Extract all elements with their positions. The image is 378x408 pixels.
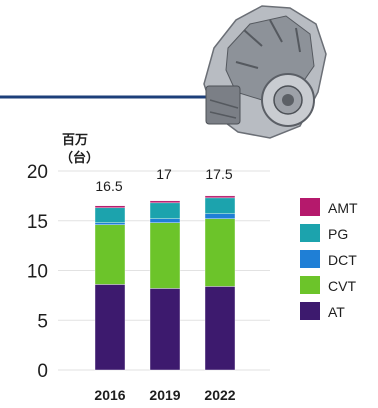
- bar-stack-2019: [149, 200, 181, 371]
- legend-item-cvt: CVT: [300, 276, 356, 294]
- legend-item-amt: AMT: [300, 198, 358, 216]
- stacked-bars: [94, 195, 236, 371]
- x-tick-label: 2016: [94, 387, 125, 403]
- bar-segment-pg-2019: [149, 202, 181, 219]
- legend-item-pg: PG: [300, 224, 348, 242]
- legend-swatch: [300, 276, 320, 294]
- bar-segment-amt-2019: [149, 200, 181, 204]
- bar-segment-dct-2022: [204, 213, 236, 219]
- bar-segment-amt-2022: [204, 195, 236, 199]
- bar-segment-pg-2016: [94, 207, 126, 223]
- y-tick-label: 10: [27, 262, 48, 283]
- bar-segment-pg-2022: [204, 197, 236, 214]
- y-tick-label: 0: [37, 361, 48, 382]
- x-tick-label: 2022: [204, 387, 235, 403]
- bar-segment-cvt-2019: [149, 222, 181, 289]
- legend-label: CVT: [328, 278, 356, 294]
- legend-label: AMT: [328, 200, 358, 216]
- legend-label: DCT: [328, 252, 357, 268]
- bar-segment-amt-2016: [94, 205, 126, 209]
- x-axis-ticks: 2016 2019 2022: [94, 387, 235, 403]
- legend-swatch: [300, 198, 320, 216]
- legend-swatch: [300, 224, 320, 242]
- total-label-2019: 17: [156, 166, 172, 182]
- bar-segment-cvt-2016: [94, 224, 126, 285]
- legend: AMT PG DCT CVT AT: [300, 198, 358, 320]
- bar-stack-2022: [204, 195, 236, 371]
- y-tick-label: 15: [27, 212, 48, 233]
- y-tick-label: 20: [27, 162, 48, 183]
- legend-item-at: AT: [300, 302, 345, 320]
- bar-total-labels: 16.5 17 17.5: [95, 166, 232, 194]
- bar-segment-at-2019: [149, 288, 181, 371]
- y-axis-ticks: 0 5 10 15 20: [27, 162, 48, 382]
- unit-label-line-2: （台）: [60, 150, 99, 166]
- legend-swatch: [300, 250, 320, 268]
- unit-label-line-1: 百万: [62, 133, 88, 148]
- bar-segment-dct-2016: [94, 222, 126, 225]
- bar-segment-at-2022: [204, 286, 236, 371]
- legend-label: PG: [328, 226, 348, 242]
- total-label-2022: 17.5: [205, 166, 232, 182]
- bar-stack-2016: [94, 205, 126, 371]
- bar-segment-dct-2019: [149, 218, 181, 223]
- x-tick-label: 2019: [149, 387, 180, 403]
- legend-swatch: [300, 302, 320, 320]
- total-label-2016: 16.5: [95, 178, 122, 194]
- bar-segment-cvt-2022: [204, 218, 236, 287]
- legend-label: AT: [328, 304, 345, 320]
- unit-label: 百万 （台）: [60, 133, 99, 166]
- y-tick-label: 5: [37, 311, 48, 332]
- bar-segment-at-2016: [94, 284, 126, 371]
- legend-item-dct: DCT: [300, 250, 357, 268]
- transmission-illustration: [203, 5, 327, 139]
